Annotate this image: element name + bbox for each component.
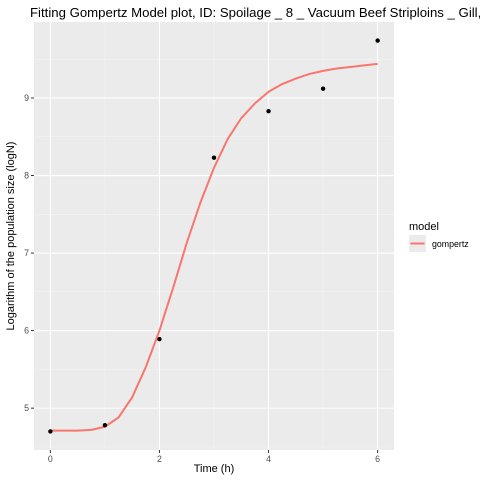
data-point <box>157 336 162 342</box>
y-axis-title: Logarithm of the population size (logN) <box>5 142 17 331</box>
data-point <box>211 155 217 160</box>
x-tick-label: 2 <box>157 454 162 464</box>
grid-major <box>34 22 394 450</box>
data-points-layer <box>48 38 380 434</box>
data-point <box>102 422 108 428</box>
x-axis-title: Time (h) <box>194 463 235 475</box>
plot-title: Fitting Gompertz Model plot, ID: Spoilag… <box>30 5 480 20</box>
y-tick-label: 9 <box>24 93 29 103</box>
x-tick-label: 0 <box>48 454 53 464</box>
x-tick-label: 6 <box>375 454 380 464</box>
grid-minor <box>34 22 394 450</box>
x-tick-label: 4 <box>266 454 271 464</box>
x-axis: 0 2 4 6 <box>48 450 380 464</box>
data-point <box>375 38 380 43</box>
legend: model gompertz <box>409 221 469 252</box>
legend-label-gompertz: gompertz <box>432 239 469 249</box>
y-tick-label: 7 <box>24 248 29 258</box>
data-point <box>48 429 53 434</box>
y-tick-label: 8 <box>24 171 29 181</box>
data-point <box>266 108 271 114</box>
y-tick-label: 6 <box>24 326 29 336</box>
legend-title: model <box>409 221 439 233</box>
y-axis: 5 6 7 8 9 <box>24 93 34 413</box>
data-point <box>320 86 326 91</box>
y-tick-label: 5 <box>24 403 29 413</box>
